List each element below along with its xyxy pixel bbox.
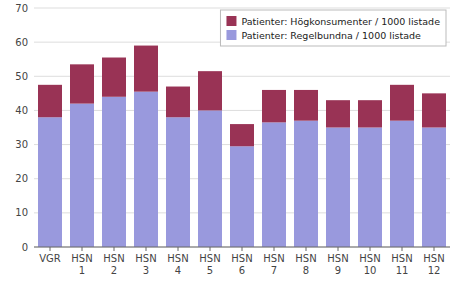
bar <box>102 97 126 247</box>
grid-line <box>34 76 450 77</box>
bar <box>38 117 62 247</box>
bar <box>230 146 254 247</box>
y-tick-label: 50 <box>15 71 28 82</box>
bar <box>262 122 286 247</box>
y-tick-label: 40 <box>15 105 28 116</box>
bar <box>38 85 62 117</box>
x-tick-label: HSN12 <box>423 253 444 276</box>
x-tick-label: HSN5 <box>199 253 220 276</box>
x-tick <box>306 247 307 251</box>
x-tick <box>242 247 243 251</box>
y-tick-label: 30 <box>15 139 28 150</box>
bar <box>230 124 254 146</box>
bar <box>294 121 318 247</box>
y-tick-label: 10 <box>15 207 28 218</box>
x-tick <box>50 247 51 251</box>
x-tick <box>274 247 275 251</box>
bar <box>70 104 94 247</box>
x-tick <box>338 247 339 251</box>
bar <box>390 85 414 121</box>
bar <box>390 121 414 247</box>
bar <box>166 87 190 118</box>
x-tick-label: HSN11 <box>391 253 412 276</box>
bar <box>358 100 382 127</box>
bars <box>38 46 446 247</box>
x-tick-label: HSN6 <box>231 253 252 276</box>
legend-box <box>220 10 446 46</box>
y-tick-label: 70 <box>15 3 28 14</box>
y-tick-label: 20 <box>15 173 28 184</box>
x-tick <box>434 247 435 251</box>
bar <box>198 110 222 247</box>
bar <box>134 46 158 92</box>
grid-line <box>34 8 450 9</box>
y-tick-label: 60 <box>15 37 28 48</box>
legend-label: Patienter: Högkonsumenter / 1000 listade <box>241 16 440 27</box>
bar <box>358 128 382 248</box>
bar <box>102 58 126 97</box>
bar <box>326 100 350 127</box>
x-tick <box>210 247 211 251</box>
x-tick-label: HSN9 <box>327 253 348 276</box>
x-tick <box>370 247 371 251</box>
bar <box>294 90 318 121</box>
x-tick <box>82 247 83 251</box>
bar <box>262 90 286 122</box>
chart-container: 0 10 20 30 40 50 60 70 VGR HSN1 HSN2 HSN3 HSN4 HSN5 HS… <box>0 0 458 281</box>
x-tick <box>114 247 115 251</box>
grid <box>34 8 450 247</box>
x-tick-label: HSN10 <box>359 253 380 276</box>
x-tick-label: HSN2 <box>103 253 124 276</box>
y-tick-label: 0 <box>22 242 28 253</box>
bar <box>422 128 446 248</box>
legend-swatch <box>226 16 236 26</box>
chart: 0 10 20 30 40 50 60 70 VGR HSN1 HSN2 HSN3 HSN4 HSN5 HS… <box>0 0 458 281</box>
x-tick <box>178 247 179 251</box>
x-tick-label: HSN8 <box>295 253 316 276</box>
x-tick-label: VGR <box>39 253 61 264</box>
x-tick-label: HSN3 <box>135 253 156 276</box>
x-tick-label: HSN7 <box>263 253 284 276</box>
legend-label: Patienter: Regelbundna / 1000 listade <box>241 30 421 41</box>
grid-line <box>34 110 450 111</box>
bar <box>422 93 446 127</box>
legend-swatch <box>226 30 236 40</box>
bar <box>70 64 94 103</box>
bar <box>198 71 222 110</box>
x-tick <box>146 247 147 251</box>
x-tick-label: HSN1 <box>71 253 92 276</box>
legend: Patienter: Högkonsumenter / 1000 listade… <box>220 10 446 46</box>
bar <box>326 128 350 248</box>
bar <box>166 117 190 247</box>
x-tick <box>402 247 403 251</box>
x-tick-label: HSN4 <box>167 253 188 276</box>
bar <box>134 92 158 247</box>
